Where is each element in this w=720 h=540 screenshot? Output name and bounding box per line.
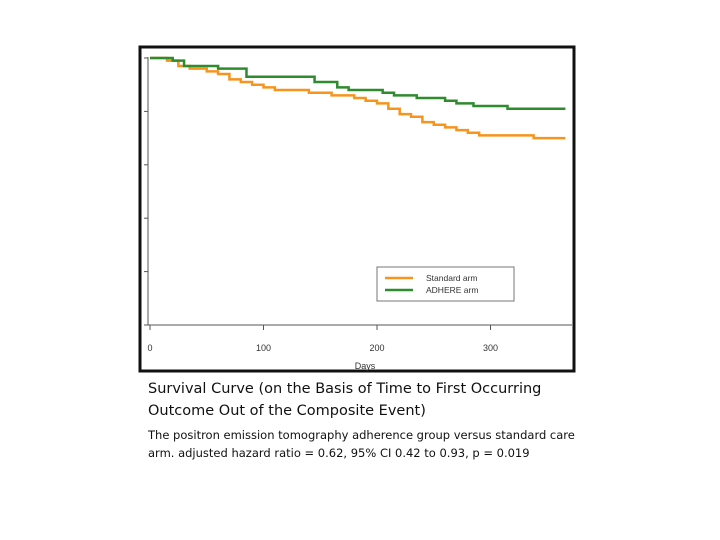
x-axis-ticks: 0 100 200 300	[147, 325, 498, 353]
figure-caption-title: Survival Curve (on the Basis of Time to …	[148, 381, 542, 419]
series-line-standard-arm	[150, 56, 566, 140]
series-line-adhere-arm	[150, 56, 566, 110]
x-tick-label: 0	[147, 343, 152, 353]
y-axis-ticks	[144, 57, 148, 326]
x-tick-label: 100	[256, 343, 271, 353]
legend-label-adhere-arm: ADHERE arm	[426, 285, 478, 295]
legend: Standard arm ADHERE arm	[376, 266, 515, 302]
series-layer	[150, 56, 566, 140]
figure-caption-body: The positron emission tomography adheren…	[148, 428, 575, 460]
x-tick-label: 200	[369, 343, 384, 353]
legend-label-standard-arm: Standard arm	[426, 273, 478, 283]
x-tick-label: 300	[483, 343, 498, 353]
chart-frame	[138, 45, 576, 373]
legend-box	[376, 266, 515, 302]
x-axis-label: Days	[355, 361, 376, 371]
